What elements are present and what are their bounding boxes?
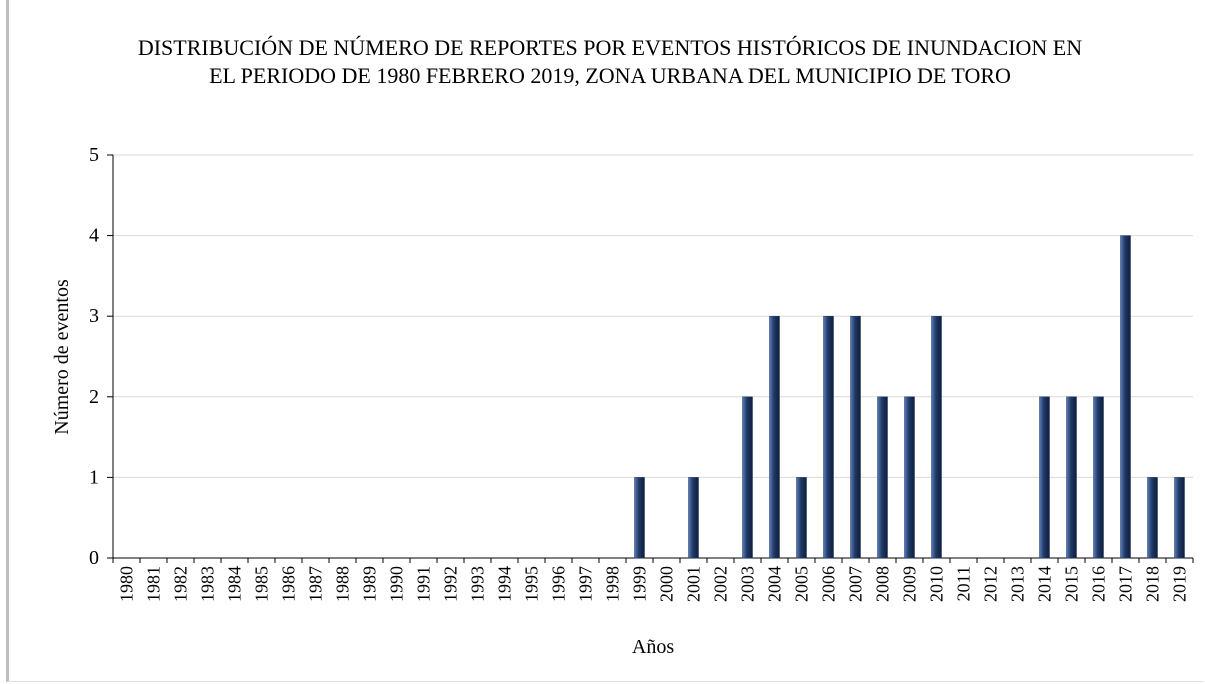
chart-title: DISTRIBUCIÓN DE NÚMERO DE REPORTES POR E… xyxy=(137,35,1083,88)
y-tick-label: 4 xyxy=(89,225,99,247)
x-tick-label: 1981 xyxy=(144,566,164,602)
x-tick-label: 2006 xyxy=(819,566,839,602)
bar xyxy=(850,315,861,559)
bar xyxy=(931,315,942,559)
x-tick-label: 2013 xyxy=(1008,566,1028,602)
x-tick-label: 2012 xyxy=(981,566,1001,602)
bar xyxy=(688,477,699,559)
bar xyxy=(1147,477,1158,559)
bar xyxy=(769,315,780,559)
bar xyxy=(796,477,807,559)
x-tick-label: 1983 xyxy=(198,566,218,602)
frame xyxy=(6,0,1203,682)
x-tick-label: 1985 xyxy=(252,566,272,602)
x-tick-label: 2019 xyxy=(1170,566,1190,602)
y-axis-label: Número de eventos xyxy=(51,279,73,435)
x-tick-label: 1987 xyxy=(306,566,326,602)
bar xyxy=(634,477,645,559)
bar xyxy=(877,396,888,559)
x-tick-label: 1998 xyxy=(603,566,623,602)
x-tick-label: 1992 xyxy=(441,566,461,602)
bar xyxy=(1093,396,1104,559)
bar xyxy=(1039,396,1050,559)
x-tick-label: 1982 xyxy=(171,566,191,602)
x-tick-label: 1986 xyxy=(279,566,299,602)
y-tick-label: 5 xyxy=(89,144,99,166)
x-tick-label: 2018 xyxy=(1143,566,1163,602)
bar xyxy=(1120,235,1131,559)
x-tick-label: 2003 xyxy=(738,566,758,602)
x-tick-label: 2016 xyxy=(1089,566,1109,602)
x-tick-label: 1991 xyxy=(414,566,434,602)
x-tick-label: 1980 xyxy=(117,566,137,602)
x-tick-label: 2010 xyxy=(927,566,947,602)
x-tick-label: 2017 xyxy=(1116,566,1136,602)
bar xyxy=(1174,477,1185,559)
x-tick-label: 2009 xyxy=(900,566,920,602)
x-tick-label: 2011 xyxy=(954,566,974,601)
x-tick-label: 2000 xyxy=(657,566,677,602)
y-tick-label: 1 xyxy=(89,466,99,488)
y-tick-label: 3 xyxy=(89,305,99,327)
x-tick-label: 1984 xyxy=(225,566,245,602)
x-tick-label: 2008 xyxy=(873,566,893,602)
x-tick-label: 1997 xyxy=(576,566,596,602)
x-tick-label: 2007 xyxy=(846,566,866,602)
x-tick-label: 1990 xyxy=(387,566,407,602)
x-tick-label: 2001 xyxy=(684,566,704,602)
x-tick-label: 1994 xyxy=(495,566,515,602)
x-tick-label: 1996 xyxy=(549,566,569,602)
x-tick-label: 2015 xyxy=(1062,566,1082,602)
x-tick-label: 1993 xyxy=(468,566,488,602)
x-tick-label: 2005 xyxy=(792,566,812,602)
x-tick-label: 2004 xyxy=(765,566,785,602)
y-tick-label: 0 xyxy=(89,547,99,569)
x-tick-label: 1999 xyxy=(630,566,650,602)
bar xyxy=(1066,396,1077,559)
x-tick-label: 1989 xyxy=(360,566,380,602)
x-tick-label: 1988 xyxy=(333,566,353,602)
bar xyxy=(742,396,753,559)
y-tick-label: 2 xyxy=(89,386,99,408)
bar xyxy=(904,396,915,559)
bar xyxy=(823,315,834,559)
x-axis-label: Años xyxy=(632,636,674,658)
x-tick-label: 1995 xyxy=(522,566,542,602)
x-tick-label: 2002 xyxy=(711,566,731,602)
x-tick-label: 2014 xyxy=(1035,566,1055,602)
